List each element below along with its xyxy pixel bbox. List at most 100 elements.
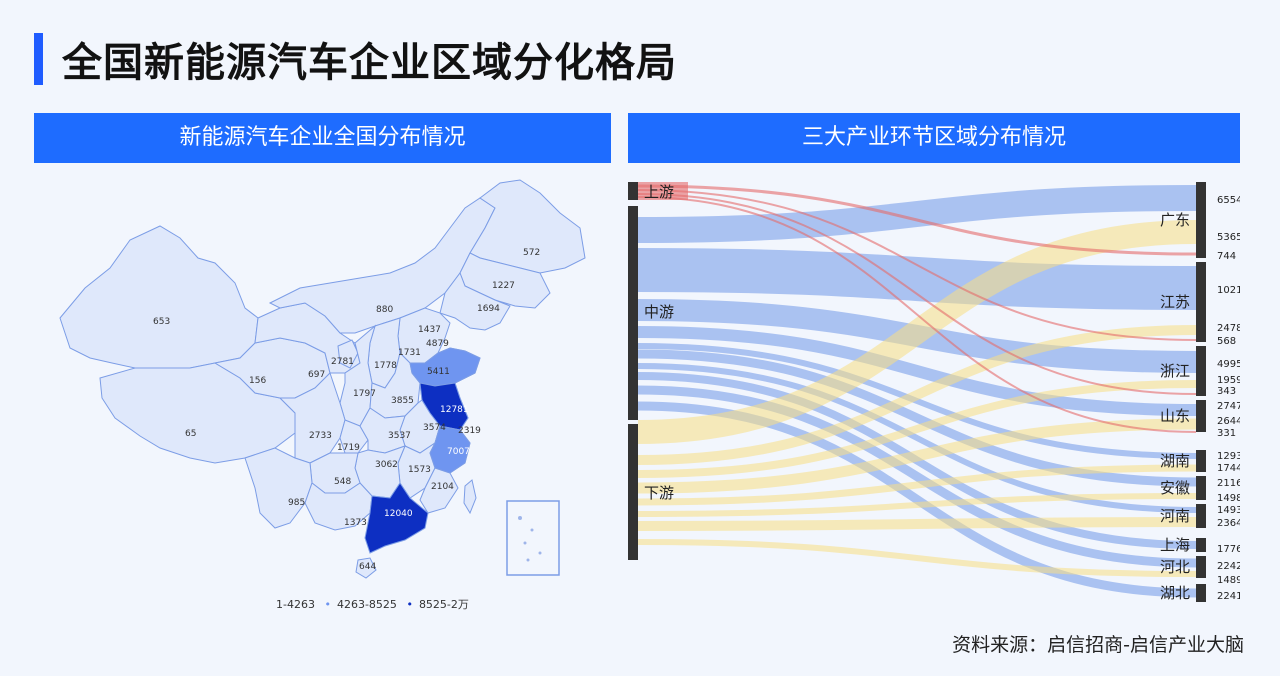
region-hubei xyxy=(359,407,406,454)
province-values: 653 65 156 697 880 2781 1778 1731 1437 4… xyxy=(153,248,540,572)
val-js-down: 2478 xyxy=(1217,323,1240,334)
label-target-8: 河北 xyxy=(1160,558,1190,576)
value-fujian: 2104 xyxy=(431,482,454,492)
sankey-link-8 xyxy=(637,385,1197,568)
node-midstream xyxy=(628,206,638,420)
page-title: 全国新能源汽车企业区域分化格局 xyxy=(62,40,677,86)
sankey-link-11 xyxy=(637,325,1197,465)
val-zj-up: 343 xyxy=(1217,386,1236,397)
value-henan: 3855 xyxy=(391,396,414,406)
value-qinghai: 156 xyxy=(249,376,266,386)
val-gd-up: 744 xyxy=(1217,251,1236,262)
val-sd-down: 2644 xyxy=(1217,416,1240,427)
node-target-8 xyxy=(1196,556,1206,578)
legend-item-high: 8525-2万 xyxy=(418,598,469,611)
value-tibet: 65 xyxy=(185,429,196,439)
val-js-up: 568 xyxy=(1217,336,1236,347)
value-guangxi: 1373 xyxy=(344,518,367,528)
node-target-7 xyxy=(1196,538,1206,552)
label-target-7: 上海 xyxy=(1160,536,1190,554)
value-zhejiang: 7007 xyxy=(447,447,470,457)
node-target-3 xyxy=(1196,400,1206,432)
china-map-svg: 653 65 156 697 880 2781 1778 1731 1437 4… xyxy=(59,179,586,579)
value-yunnan: 985 xyxy=(288,498,305,508)
label-downstream: 下游 xyxy=(644,484,674,502)
region-xinjiang xyxy=(59,225,259,374)
value-sichuan: 2733 xyxy=(309,431,332,441)
value-xinjiang: 653 xyxy=(153,317,170,327)
value-gansu: 697 xyxy=(308,370,325,380)
value-tianjin: 4879 xyxy=(426,339,449,349)
val-hen-mid: 1493 xyxy=(1217,505,1240,516)
legend-item-low: 1-4263 xyxy=(276,598,315,611)
val-sd-up: 331 xyxy=(1217,428,1236,439)
sankey-link-19 xyxy=(637,189,1197,341)
sankey-link-18 xyxy=(637,184,1197,256)
val-hn-down: 1744 xyxy=(1217,463,1240,474)
value-jilin: 1227 xyxy=(492,281,515,291)
sankey-value-labels: 6554 5365 744 10219 2478 568 4995 1959 3… xyxy=(1217,195,1249,602)
region-fujian xyxy=(419,467,459,514)
value-guizhou: 548 xyxy=(334,477,351,487)
label-midstream: 中游 xyxy=(644,303,674,321)
label-target-6: 河南 xyxy=(1160,507,1190,525)
value-beijing: 1437 xyxy=(418,325,441,335)
sankey-link-5 xyxy=(637,349,1197,487)
val-hen-down: 2364 xyxy=(1217,518,1240,529)
value-jiangxi: 1573 xyxy=(408,465,431,475)
node-target-1 xyxy=(1196,262,1206,342)
sankey-link-15 xyxy=(637,493,1197,517)
sankey-link-14 xyxy=(637,464,1197,506)
region-shandong-highlight xyxy=(409,347,481,387)
sankey-link-17 xyxy=(637,539,1197,577)
node-target-4 xyxy=(1196,450,1206,472)
sankey-link-12 xyxy=(637,380,1197,478)
node-downstream xyxy=(628,424,638,560)
node-upstream-tint xyxy=(638,182,688,200)
node-upstream xyxy=(628,182,638,200)
val-zj-mid: 4995 xyxy=(1217,359,1240,370)
region-guangdong xyxy=(364,482,429,554)
right-panel-header: 三大产业环节区域分布情况 xyxy=(628,113,1240,163)
value-anhui: 3574 xyxy=(423,423,446,433)
val-sd-mid: 2747 xyxy=(1217,401,1240,412)
val-ah-mid: 2116 xyxy=(1217,478,1240,489)
value-heilongjiang: 572 xyxy=(523,248,540,258)
value-hebei: 1731 xyxy=(398,348,421,358)
value-ningxia: 2781 xyxy=(331,357,354,367)
label-target-2: 浙江 xyxy=(1160,362,1190,380)
sankey-link-16 xyxy=(637,517,1197,531)
source-note: 资料来源：启信招商-启信产业大脑 xyxy=(952,634,1244,656)
region-hainan xyxy=(355,557,377,579)
label-target-9: 湖北 xyxy=(1160,584,1190,602)
node-target-5 xyxy=(1196,476,1206,500)
label-target-5: 安徽 xyxy=(1160,479,1190,497)
node-target-2 xyxy=(1196,346,1206,396)
value-shaanxi: 1797 xyxy=(353,389,376,399)
val-hb-mid: 2242 xyxy=(1217,561,1240,572)
value-shanxi: 1778 xyxy=(374,361,397,371)
value-guangdong: 12040 xyxy=(384,509,413,519)
value-shandong: 5411 xyxy=(427,367,450,377)
val-ah-down: 1498 xyxy=(1217,493,1240,504)
value-jiangsu: 12781 xyxy=(440,405,469,415)
sankey-flows xyxy=(637,184,1197,598)
val-zj-down: 1959 xyxy=(1217,375,1240,386)
region-liaoning xyxy=(439,271,511,331)
label-target-1: 江苏 xyxy=(1160,293,1190,311)
sankey-link-6 xyxy=(637,363,1197,513)
val-sh-mid: 1776 xyxy=(1217,544,1240,555)
sankey-link-3 xyxy=(637,326,1197,416)
region-taiwan xyxy=(463,479,477,515)
val-hb-down: 1489 xyxy=(1217,575,1240,586)
val-gd-down: 5365 xyxy=(1217,232,1240,243)
label-target-3: 山东 xyxy=(1160,407,1190,425)
value-inner-mongolia: 880 xyxy=(376,305,393,315)
sankey-link-20 xyxy=(637,193,1197,395)
val-hub-mid: 2241 xyxy=(1217,591,1240,602)
title-accent-bar xyxy=(34,33,43,85)
sankey-link-21 xyxy=(637,196,1197,433)
map-regions xyxy=(59,179,586,579)
